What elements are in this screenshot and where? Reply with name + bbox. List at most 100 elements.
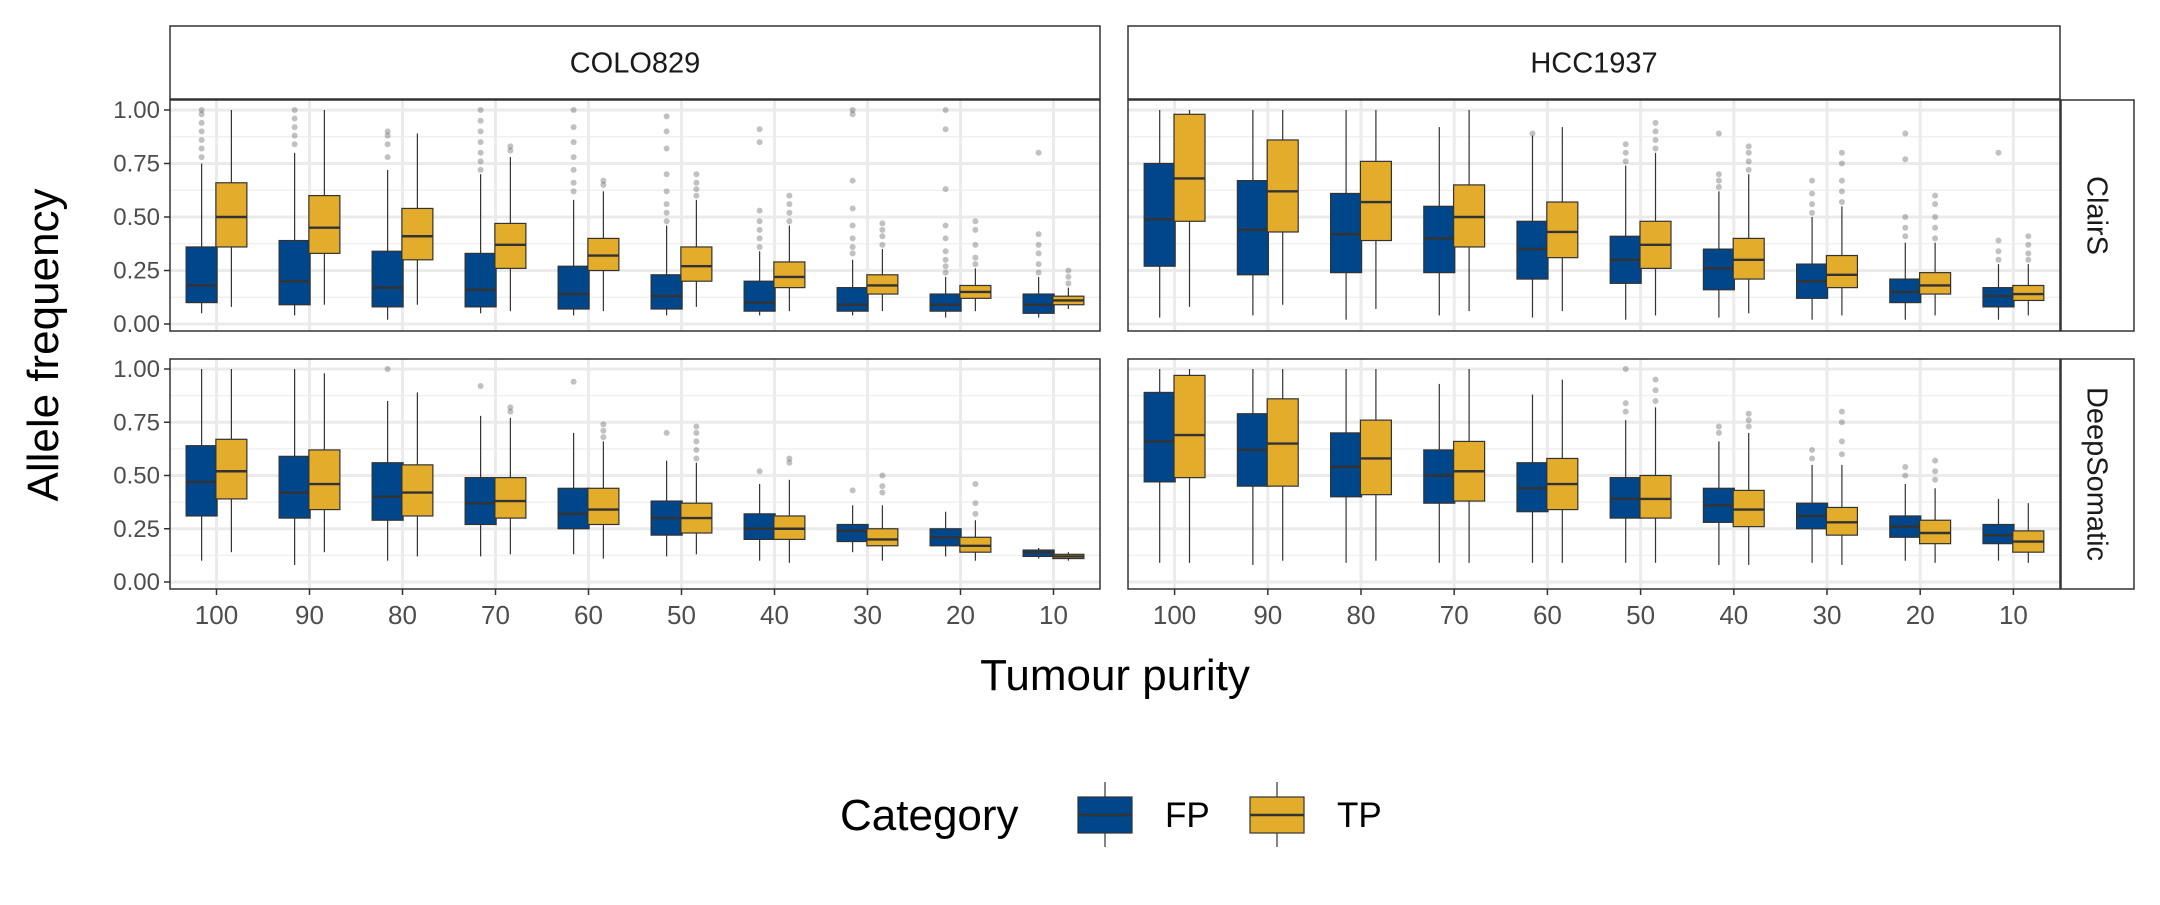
outlier-point [693,455,700,462]
outlier-point [570,107,577,113]
box-fp-80 [1329,110,1363,320]
box-tp-50 [680,171,713,307]
series-fp [1143,366,2015,565]
outlier-point [1932,457,1939,464]
outlier-point [1652,128,1659,135]
box-tp-80 [1359,369,1393,561]
outlier-point [600,434,607,441]
outlier-point [756,126,763,133]
box-body [743,280,776,312]
outlier-point [693,429,700,436]
outlier-point [507,404,514,411]
outlier-point [198,119,205,126]
box-tp-20 [959,218,992,312]
box-body [929,293,962,312]
outlier-point [756,226,763,233]
outlier-point [1902,156,1909,163]
box-tp-70 [1453,369,1486,563]
series-tp [1173,110,2045,316]
y-tick-label: 0.00 [113,569,160,596]
series-fp [1143,110,2015,320]
box-fp-60 [1516,394,1549,563]
box-body [278,239,311,306]
box-tp-30 [1825,149,1859,316]
outlier-point [786,192,793,199]
box-tp-60 [1546,127,1579,312]
box-fp-50 [650,429,683,557]
box-fp-20 [1889,463,1922,561]
outlier-point [1838,177,1845,184]
outlier-point [663,113,670,120]
panel-border [1127,358,2061,590]
outlier-point [756,468,763,475]
box-tp-40 [773,455,806,563]
outlier-point [879,241,886,248]
box-body [185,246,218,304]
outlier-point [1838,438,1845,445]
outlier-point [1902,214,1909,220]
outlier-point [972,510,979,517]
outlier-point [2025,233,2032,240]
box-body [401,207,434,261]
box-tp-100 [215,369,248,553]
outlier-point [1745,149,1752,156]
box-body [1266,139,1299,233]
outlier-point [570,188,577,195]
outlier-point [972,241,979,248]
box-fp-60 [1516,130,1549,318]
outlier-point [693,186,700,193]
outlier-point [849,177,856,184]
box-body [836,287,869,312]
x-tick-label: 90 [1253,600,1282,630]
box-fp-50 [1609,141,1642,320]
x-tick-label: 40 [760,600,789,630]
box-fp-20 [929,107,962,318]
outlier-point [1622,149,1629,156]
facet-strip-label: ClairS [2081,176,2113,255]
outlier-point [1035,149,1042,156]
outlier-point [1035,250,1042,257]
box-tp-80 [401,392,434,557]
outlier-point [972,254,979,261]
box-body [1173,374,1206,479]
outlier-point [1745,166,1752,173]
outlier-point [507,147,514,154]
panel-hcc1937-deepsomatic: 100 90 80 70 60 50 40 30 20 10 [1127,358,2061,630]
outlier-point [1932,214,1939,220]
box-tp-20 [1919,192,1952,316]
outlier-point [786,209,793,216]
outlier-point [2025,256,2032,263]
outlier-point [477,139,484,146]
box-fp-80 [371,128,404,320]
outlier-point [2025,241,2032,248]
box-tp-90 [1266,110,1299,305]
box-body [587,487,620,526]
outlier-point [1902,472,1909,479]
outlier-point [1652,145,1659,152]
outlier-point [477,128,484,135]
y-tick-label: 0.50 [113,463,160,490]
facet-strip-hcc1937: HCC1937 [1127,25,2061,100]
y-tick-label: 1.00 [113,97,160,124]
legend-label: FP [1165,796,1210,835]
box-tp-30 [866,472,899,561]
outlier-point [477,107,484,113]
outlier-point [1838,419,1845,426]
outlier-point [1622,408,1629,415]
outlier-point [1035,241,1042,248]
x-tick-label: 30 [853,600,882,630]
outlier-point [693,192,700,199]
box-fp-60 [557,107,590,316]
outlier-point [1838,199,1845,206]
outlier-point [693,179,700,186]
outlier-point [972,226,979,233]
box-body [464,252,497,308]
y-tick-label: 0.75 [113,409,160,436]
box-body [371,462,404,521]
outlier-point [291,107,298,113]
outlier-point [756,139,763,146]
x-tick-label: 100 [195,600,238,630]
outlier-point [1809,190,1816,197]
panel-colo829-clairs: 0.00 0.25 0.50 0.75 1.00 [113,97,1101,338]
outlier-point [1902,130,1909,137]
